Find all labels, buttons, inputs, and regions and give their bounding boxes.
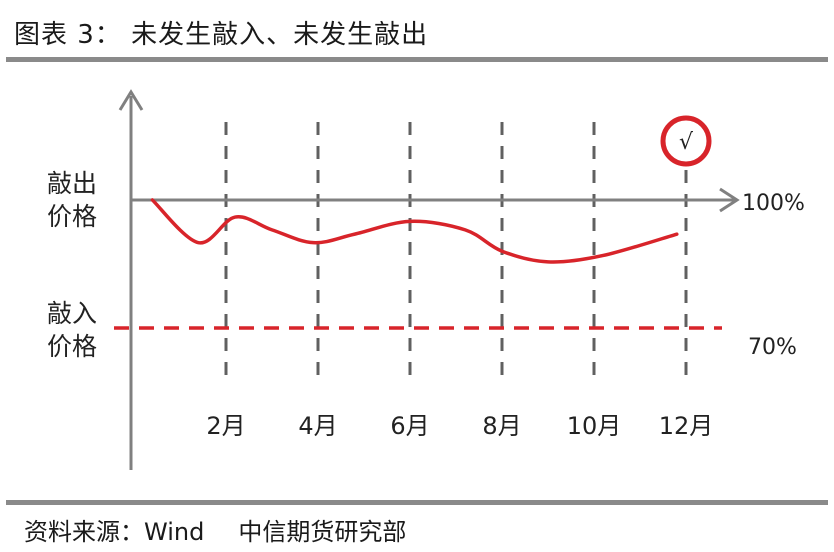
right-label-knock-out: 100%: [742, 191, 805, 216]
source-note: 资料来源：Wind 中信期货研究部: [24, 512, 406, 547]
x-tick-label: 6月: [390, 412, 429, 440]
y-label-knock-in: 价格: [47, 332, 97, 361]
bottom-divider: [6, 500, 828, 505]
x-tick-label: 2月: [206, 412, 245, 440]
knock-out-axis-arrow: [719, 187, 740, 213]
x-tick-label: 8月: [482, 412, 521, 440]
top-divider: [6, 57, 828, 62]
x-tick-label: 10月: [567, 412, 622, 440]
y-label-knock-in: 敲入: [47, 299, 97, 328]
page-title: 图表 3： 未发生敲入、未发生敲出: [14, 20, 429, 50]
check-circle-icon: [660, 115, 712, 167]
x-tick-label: 12月: [659, 412, 714, 440]
y-axis-arrow: [118, 89, 144, 111]
x-tick-label: 4月: [298, 412, 337, 440]
y-label-knock-out: 价格: [47, 202, 97, 231]
source-label: 资料来源：Wind: [24, 518, 205, 546]
source-org: 中信期货研究部: [238, 518, 407, 546]
y-label-knock-out: 敲出: [47, 169, 97, 198]
series-line: [150, 198, 679, 264]
check-mark-icon: √: [679, 130, 694, 155]
right-label-knock-in: 70%: [748, 335, 797, 360]
